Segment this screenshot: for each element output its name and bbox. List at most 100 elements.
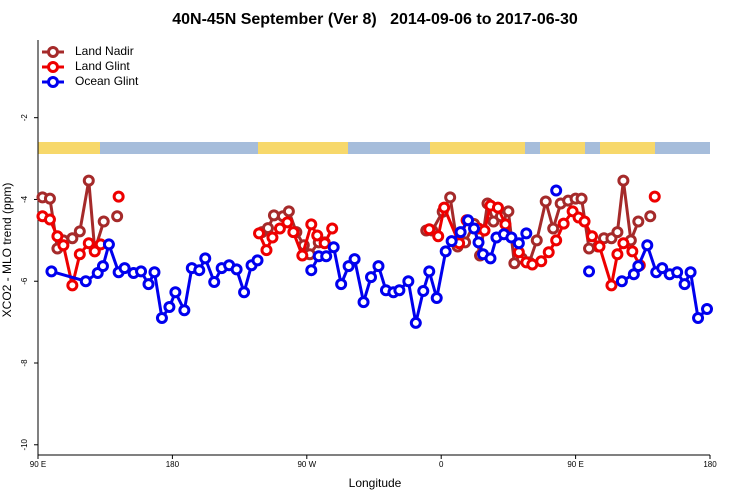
- y-tick-label: -8: [20, 359, 29, 367]
- data-point: [586, 230, 599, 243]
- data-point: [261, 222, 274, 235]
- legend-marker: [47, 46, 59, 58]
- data-point: [169, 286, 182, 299]
- data-point: [287, 226, 300, 239]
- data-point: [282, 205, 295, 218]
- data-point: [178, 304, 191, 317]
- data-point: [318, 237, 331, 250]
- data-point: [409, 316, 422, 329]
- data-point: [73, 225, 86, 238]
- data-point: [535, 255, 548, 268]
- data-point: [499, 218, 512, 231]
- data-point: [142, 278, 155, 291]
- data-point: [484, 252, 497, 265]
- x-tick-label: 90 E: [30, 460, 46, 469]
- data-point: [578, 215, 591, 228]
- chart-title: 40N-45N September (Ver 8) 2014-09-06 to …: [172, 11, 578, 28]
- data-point: [550, 184, 563, 197]
- data-point: [305, 218, 318, 231]
- data-point: [423, 223, 436, 236]
- y-tick-label: -2: [20, 114, 29, 122]
- data-point: [266, 231, 279, 244]
- data-point: [542, 246, 555, 259]
- x-tick-label: 90 W: [297, 460, 316, 469]
- data-point: [468, 222, 481, 235]
- data-point: [305, 264, 318, 277]
- data-point: [557, 217, 570, 230]
- data-point: [611, 226, 624, 239]
- x-tick-label: 90 E: [567, 460, 583, 469]
- data-point: [502, 205, 515, 218]
- data-point: [539, 195, 552, 208]
- data-point: [97, 215, 110, 228]
- data-point: [208, 276, 221, 289]
- data-point: [678, 278, 691, 291]
- data-point: [615, 275, 628, 288]
- data-point: [43, 213, 56, 226]
- data-point: [260, 244, 273, 257]
- data-point: [111, 210, 124, 223]
- series: [45, 184, 714, 329]
- data-point: [348, 253, 361, 266]
- data-point: [547, 222, 560, 235]
- legend-marker: [47, 76, 59, 88]
- data-point: [487, 215, 500, 228]
- data-point: [632, 260, 645, 273]
- y-tick-label: -10: [20, 438, 29, 450]
- data-point: [520, 227, 533, 240]
- data-point: [253, 227, 266, 240]
- data-point: [281, 216, 294, 229]
- data-point: [430, 291, 443, 304]
- data-point: [112, 190, 125, 203]
- data-point: [96, 260, 109, 273]
- data-point: [423, 265, 436, 278]
- data-point: [617, 174, 630, 187]
- y-axis-label: XCO2 - MLO trend (ppm): [0, 183, 14, 318]
- data-point: [491, 201, 504, 214]
- data-point: [644, 210, 657, 223]
- legend-label: Ocean Glint: [75, 74, 139, 88]
- data-point: [641, 239, 654, 252]
- data-point: [445, 235, 458, 248]
- data-point: [648, 190, 661, 203]
- data-point: [296, 249, 309, 262]
- data-point: [79, 275, 92, 288]
- data-point: [605, 279, 618, 292]
- data-point: [402, 275, 415, 288]
- data-point: [593, 240, 606, 253]
- data-point: [632, 215, 645, 228]
- data-point: [462, 214, 475, 227]
- data-point: [238, 286, 251, 299]
- x-axis-label: Longitude: [349, 476, 402, 490]
- data-point: [478, 224, 491, 237]
- data-point: [155, 312, 168, 325]
- data-point: [417, 285, 430, 298]
- land-ocean-strip: [38, 142, 710, 154]
- data-point: [102, 238, 115, 251]
- data-point: [550, 234, 563, 247]
- y-tick-label: -4: [20, 195, 29, 203]
- data-point: [193, 264, 206, 277]
- data-point: [82, 174, 95, 187]
- data-point: [530, 234, 543, 247]
- data-point: [66, 279, 79, 292]
- data-point: [135, 265, 148, 278]
- data-point: [230, 263, 243, 276]
- y-tick-label: -6: [20, 277, 29, 285]
- data-point: [617, 237, 630, 250]
- data-point: [512, 237, 525, 250]
- data-point: [73, 248, 86, 261]
- data-point: [273, 222, 286, 235]
- data-point: [575, 192, 588, 205]
- data-point: [311, 229, 324, 242]
- data-point: [327, 241, 340, 254]
- data-point: [583, 265, 596, 278]
- data-point: [626, 245, 639, 258]
- data-point: [357, 296, 370, 309]
- data-point: [438, 201, 451, 214]
- series: [36, 190, 661, 292]
- data-point: [393, 284, 406, 297]
- data-point: [82, 237, 95, 250]
- data-point: [365, 271, 378, 284]
